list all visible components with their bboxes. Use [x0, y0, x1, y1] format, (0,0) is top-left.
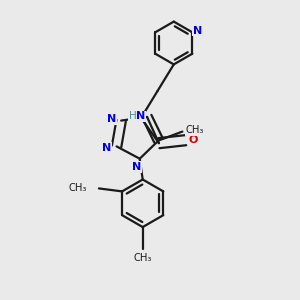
Text: N: N: [136, 111, 146, 121]
Text: O: O: [188, 135, 198, 145]
Text: CH₃: CH₃: [186, 125, 204, 135]
Text: N: N: [132, 162, 141, 172]
Text: CH₃: CH₃: [134, 253, 152, 263]
Text: H: H: [129, 111, 136, 121]
Text: CH₃: CH₃: [69, 182, 87, 193]
Text: N: N: [103, 143, 112, 153]
Text: N: N: [107, 114, 116, 124]
Text: N: N: [193, 26, 202, 36]
